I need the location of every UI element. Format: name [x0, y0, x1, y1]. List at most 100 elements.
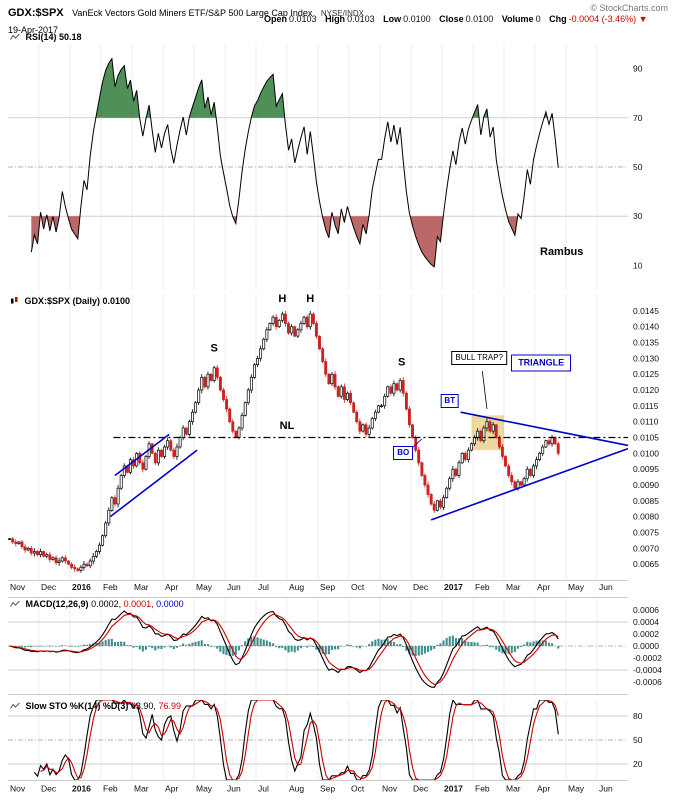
svg-text:Sep: Sep: [320, 784, 335, 794]
svg-text:-0.0004: -0.0004: [633, 665, 662, 675]
svg-text:80: 80: [633, 711, 643, 721]
svg-text:Jun: Jun: [227, 784, 241, 794]
svg-text:20: 20: [633, 759, 643, 769]
header: GDX:$SPX VanEck Vectors Gold Miners ETF/…: [8, 3, 364, 21]
svg-text:0.0075: 0.0075: [633, 528, 659, 538]
svg-text:Feb: Feb: [475, 582, 490, 592]
volume-label: Volume: [501, 14, 534, 24]
change-value: -0.0004 (-3.46%): [568, 14, 637, 24]
price-panel-label: GDX:$SPX (Daily) 0.0100: [10, 296, 130, 307]
sto-k-value: 63.90,: [130, 701, 156, 711]
svg-text:0.0120: 0.0120: [633, 385, 659, 395]
high-label: High: [325, 14, 346, 24]
high-value: 0.0103: [347, 14, 375, 24]
change-down-icon: ▼: [638, 14, 648, 24]
svg-text:Apr: Apr: [537, 582, 550, 592]
svg-text:Mar: Mar: [134, 784, 149, 794]
svg-text:Feb: Feb: [475, 784, 490, 794]
svg-text:0.0110: 0.0110: [633, 417, 659, 427]
change-label: Chg: [549, 14, 567, 24]
svg-text:May: May: [196, 582, 213, 592]
sto-panel-label: Slow STO %K(14) %D(3) 63.90, 76.99: [10, 701, 181, 712]
svg-text:Dec: Dec: [41, 784, 57, 794]
svg-text:Feb: Feb: [103, 784, 118, 794]
svg-text:0.0002: 0.0002: [633, 629, 659, 639]
svg-text:May: May: [568, 784, 585, 794]
volume-value: 0: [535, 14, 541, 24]
annotation-nl: NL: [280, 420, 295, 432]
svg-text:0.0130: 0.0130: [633, 353, 659, 363]
svg-text:50: 50: [633, 735, 643, 745]
macd-hist-value: 0.0000: [156, 599, 184, 609]
svg-text:0.0125: 0.0125: [633, 369, 659, 379]
svg-text:0.0105: 0.0105: [633, 433, 659, 443]
svg-text:May: May: [196, 784, 213, 794]
svg-text:-0.0002: -0.0002: [633, 653, 662, 663]
open-label: Open: [264, 14, 288, 24]
svg-text:Nov: Nov: [382, 582, 398, 592]
annotation-h: H: [278, 293, 286, 305]
svg-text:30: 30: [633, 211, 643, 221]
copyright: © StockCharts.com: [590, 3, 668, 13]
macd-value: 0.0002,: [91, 599, 122, 609]
macd-panel-label: MACD(12,26,9) 0.0002, 0.0001, 0.0000: [10, 599, 184, 610]
svg-text:Apr: Apr: [165, 784, 178, 794]
svg-text:Mar: Mar: [506, 784, 521, 794]
close-label: Close: [439, 14, 464, 24]
svg-text:2017: 2017: [444, 784, 463, 794]
svg-text:Jun: Jun: [599, 784, 613, 794]
open-value: 0.0103: [289, 14, 317, 24]
sto-d-value: 76.99: [158, 701, 181, 711]
svg-text:0.0140: 0.0140: [633, 322, 659, 332]
svg-text:Apr: Apr: [165, 582, 178, 592]
svg-text:0.0115: 0.0115: [633, 401, 659, 411]
svg-text:0.0145: 0.0145: [633, 306, 659, 316]
svg-text:-0.0006: -0.0006: [633, 677, 662, 687]
rsi-label-text: RSI(14) 50.18: [25, 32, 82, 42]
exchange: NYSE/INDX: [320, 9, 364, 18]
svg-text:Jul: Jul: [258, 784, 269, 794]
svg-text:Jul: Jul: [258, 582, 269, 592]
svg-text:Feb: Feb: [103, 582, 118, 592]
svg-text:Oct: Oct: [351, 784, 365, 794]
svg-text:2017: 2017: [444, 582, 463, 592]
macd-label-text: MACD(12,26,9): [25, 599, 89, 609]
chart-date: 19-Apr-2017: [8, 25, 59, 35]
svg-text:0.0004: 0.0004: [633, 617, 659, 627]
price-label-text: GDX:$SPX (Daily) 0.0100: [24, 296, 131, 306]
svg-text:10: 10: [633, 260, 643, 270]
svg-text:Sep: Sep: [320, 582, 335, 592]
svg-text:Nov: Nov: [10, 784, 26, 794]
annotation-s: S: [210, 342, 217, 354]
svg-text:Dec: Dec: [413, 582, 429, 592]
rsi-panel-label: RSI(14) 50.18: [10, 32, 82, 43]
svg-text:0.0085: 0.0085: [633, 496, 659, 506]
chart-title: VanEck Vectors Gold Miners ETF/S&P 500 L…: [72, 8, 313, 18]
svg-text:50: 50: [633, 162, 643, 172]
macd-signal-value: 0.0001,: [123, 599, 154, 609]
svg-text:Mar: Mar: [506, 582, 521, 592]
svg-text:Nov: Nov: [382, 784, 398, 794]
low-label: Low: [383, 14, 402, 24]
svg-text:0.0065: 0.0065: [633, 559, 659, 569]
svg-text:0.0100: 0.0100: [633, 448, 659, 458]
low-value: 0.0100: [403, 14, 431, 24]
annotation-s: S: [398, 357, 405, 369]
candlestick-icon: [10, 296, 19, 307]
svg-text:0.0000: 0.0000: [633, 641, 659, 651]
sto-label-text: Slow STO %K(14) %D(3): [25, 701, 129, 711]
svg-text:0.0070: 0.0070: [633, 543, 659, 553]
svg-text:0.0080: 0.0080: [633, 512, 659, 522]
svg-text:May: May: [568, 582, 585, 592]
svg-text:90: 90: [633, 64, 643, 74]
annotation-h: H: [306, 293, 314, 305]
svg-text:0.0090: 0.0090: [633, 480, 659, 490]
svg-text:Dec: Dec: [413, 784, 429, 794]
svg-text:2016: 2016: [72, 784, 91, 794]
svg-text:Jun: Jun: [227, 582, 241, 592]
close-value: 0.0100: [465, 14, 494, 24]
svg-text:Jun: Jun: [599, 582, 613, 592]
svg-text:Aug: Aug: [289, 784, 304, 794]
svg-text:0.0006: 0.0006: [633, 605, 659, 615]
